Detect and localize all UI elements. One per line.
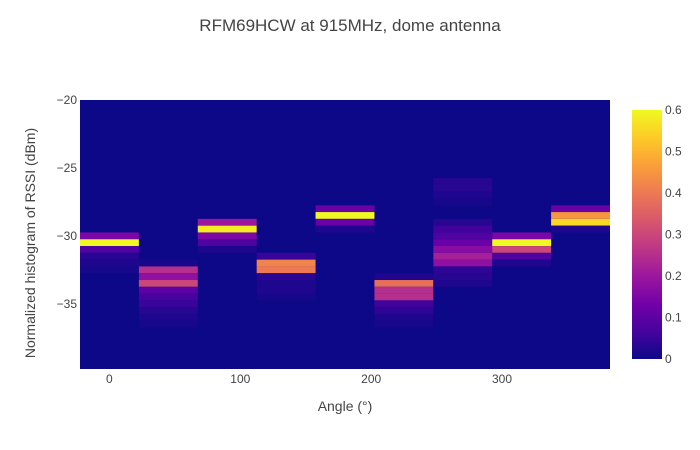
heatmap-cell	[80, 252, 139, 260]
heatmap-cell	[433, 239, 493, 247]
heatmap-cell	[138, 320, 198, 328]
heatmap-cell	[433, 280, 493, 287]
heatmap-cell	[374, 273, 434, 281]
colorbar-tick-label: 0	[665, 352, 672, 366]
x-tick-label: 300	[492, 372, 512, 386]
heatmap-cell	[374, 313, 434, 321]
heatmap-cell	[80, 266, 139, 274]
chart-title: RFM69HCW at 915MHz, dome antenna	[199, 16, 501, 35]
heatmap-cell	[374, 300, 434, 308]
heatmap-cell	[197, 246, 257, 253]
heatmap-cell	[551, 212, 610, 219]
heatmap-cell	[374, 293, 434, 301]
x-axis-label: Angle (°)	[317, 398, 373, 414]
heatmap-cell	[315, 225, 375, 233]
heatmap-cell	[492, 259, 552, 267]
heatmap-cell	[433, 273, 493, 281]
heatmap-cell	[138, 273, 198, 281]
heatmap-cell	[433, 184, 493, 192]
heatmap-cell	[138, 300, 198, 308]
heatmap-cell	[315, 205, 375, 213]
heatmap-cell	[138, 259, 198, 267]
y-axis-label: Normalized histogram of RSSI (dBm)	[22, 127, 38, 359]
heatmap-cell	[138, 307, 198, 314]
heatmap-cell	[551, 218, 610, 226]
heatmap-cell	[492, 252, 552, 260]
colorbar-tick-label: 0.2	[665, 269, 682, 283]
heatmap-cell	[433, 259, 493, 267]
heatmap-cell	[80, 259, 139, 267]
heatmap-cell	[197, 225, 257, 233]
y-tick-label: −25	[57, 161, 78, 175]
heatmap-cell	[433, 225, 493, 233]
heatmap-cell	[551, 225, 610, 233]
heatmap-cell	[433, 232, 493, 240]
colorbar-tick-label: 0.1	[665, 311, 682, 325]
heatmap-cell	[551, 205, 610, 213]
heatmap-cell	[433, 218, 493, 226]
heatmap-cell	[315, 218, 375, 226]
heatmap-cell	[138, 286, 198, 294]
heatmap-cell	[138, 266, 198, 274]
heatmap-cell	[197, 232, 257, 240]
heatmap-cell	[138, 313, 198, 321]
colorbar	[632, 110, 662, 359]
heatmap-cell	[374, 280, 434, 287]
heatmap-cell	[374, 307, 434, 314]
heatmap-cell	[138, 293, 198, 301]
heatmap-cell	[492, 232, 552, 240]
x-tick-label: 0	[106, 372, 113, 386]
colorbar-tick-label: 0.6	[665, 103, 682, 117]
heatmap-cell	[374, 320, 434, 328]
heatmap-cell	[80, 232, 139, 240]
heatmap-cell	[256, 252, 316, 260]
heatmap-cell	[80, 246, 139, 253]
heatmap-cell	[492, 239, 552, 247]
heatmap-cell	[197, 218, 257, 226]
heatmap-cell	[315, 212, 375, 219]
heatmap-cell	[80, 239, 139, 247]
colorbar-tick-label: 0.3	[665, 228, 682, 242]
heatmap-cell	[256, 280, 316, 287]
heatmap-cell	[256, 273, 316, 281]
heatmap-cell	[256, 266, 316, 274]
heatmap-cell	[256, 286, 316, 294]
heatmap-cell	[256, 259, 316, 267]
heatmap-cell	[433, 178, 493, 185]
x-tick-label: 100	[230, 372, 250, 386]
colorbar-tick-label: 0.4	[665, 186, 682, 200]
x-tick-label: 200	[361, 372, 381, 386]
heatmap-cell	[492, 246, 552, 253]
heatmap-cell	[256, 293, 316, 301]
heatmap-cell	[138, 280, 198, 287]
y-tick-label: −35	[57, 297, 78, 311]
heatmap-cell	[433, 266, 493, 274]
heatmap-cell	[433, 252, 493, 260]
heatmap-cell	[433, 191, 493, 199]
heatmap-cell	[197, 239, 257, 247]
colorbar-tick-label: 0.5	[665, 145, 682, 159]
y-tick-label: −20	[57, 93, 78, 107]
heatmap-cell	[374, 286, 434, 294]
heatmap-cell	[433, 198, 493, 206]
y-tick-label: −30	[57, 229, 78, 243]
heatmap-cell	[433, 246, 493, 253]
